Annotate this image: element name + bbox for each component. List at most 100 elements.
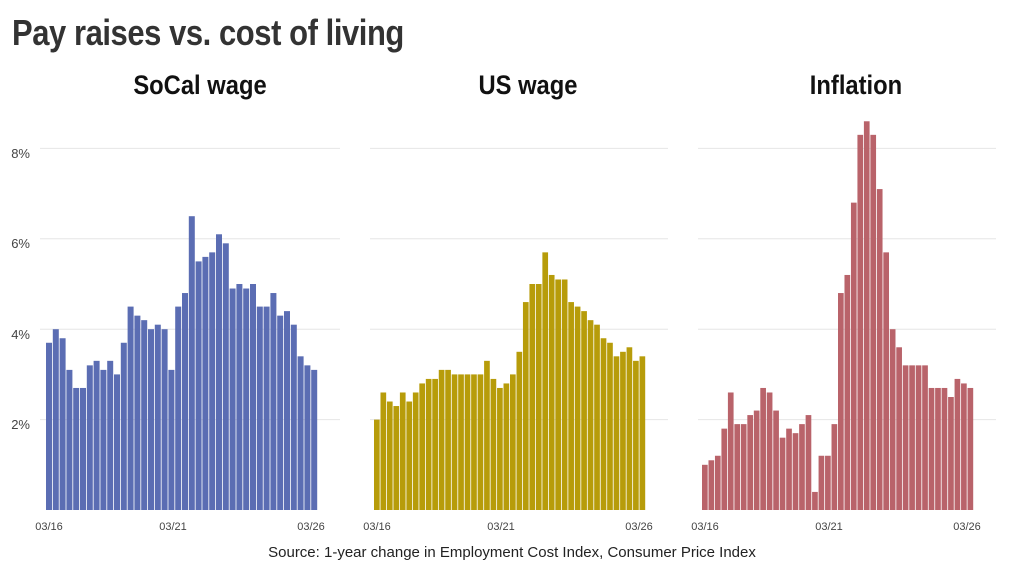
bar-socal-21 xyxy=(188,216,195,510)
bar-inflation-17 xyxy=(812,491,818,510)
bar-us-23 xyxy=(522,302,529,510)
bar-us-38 xyxy=(620,351,626,510)
bar-socal-28 xyxy=(236,284,243,510)
bar-socal-5 xyxy=(80,387,86,510)
bar-inflation-40 xyxy=(961,383,967,510)
bar-inflation-4 xyxy=(727,392,734,510)
bar-socal-9 xyxy=(107,360,114,510)
bar-socal-12 xyxy=(127,306,134,510)
bar-us-11 xyxy=(445,369,451,510)
bar-us-0 xyxy=(374,419,380,510)
bar-inflation-12 xyxy=(779,437,786,510)
bar-inflation-35 xyxy=(928,387,935,510)
bar-us-14 xyxy=(464,374,471,510)
bar-inflation-31 xyxy=(902,365,909,510)
bar-inflation-1 xyxy=(708,460,715,510)
bar-inflation-36 xyxy=(935,387,941,510)
bar-socal-27 xyxy=(229,288,236,510)
bar-socal-37 xyxy=(297,356,304,510)
bar-us-26 xyxy=(542,252,549,511)
bar-inflation-21 xyxy=(838,293,844,510)
bar-socal-11 xyxy=(120,342,127,510)
bar-inflation-27 xyxy=(876,189,883,510)
x-tick-label: 03/16 xyxy=(363,521,391,533)
x-tick-label: 03/26 xyxy=(625,521,653,533)
bar-us-20 xyxy=(503,383,510,510)
bar-us-8 xyxy=(425,378,432,510)
bar-inflation-10 xyxy=(766,392,773,510)
bar-socal-33 xyxy=(270,293,277,510)
chart-main-title: Pay raises vs. cost of living xyxy=(12,12,404,53)
bar-socal-4 xyxy=(73,387,80,510)
panel-title-inflation: Inflation xyxy=(809,70,903,100)
bar-us-36 xyxy=(607,342,613,510)
bar-inflation-28 xyxy=(883,252,890,511)
bar-inflation-23 xyxy=(850,202,857,510)
bar-socal-15 xyxy=(148,329,154,510)
x-tick-label: 03/26 xyxy=(297,521,325,533)
bar-us-15 xyxy=(471,374,477,510)
bar-us-29 xyxy=(561,279,568,510)
x-tick-label: 03/21 xyxy=(815,521,843,533)
bar-inflation-2 xyxy=(714,455,721,510)
bar-socal-25 xyxy=(216,234,222,510)
bar-us-4 xyxy=(399,392,406,510)
bar-socal-30 xyxy=(250,284,256,510)
bar-inflation-14 xyxy=(792,433,799,510)
bar-socal-23 xyxy=(202,256,209,510)
bar-inflation-29 xyxy=(889,329,896,510)
bar-us-7 xyxy=(419,383,426,510)
panel-socal: 03/16 03/21 03/26 xyxy=(35,147,340,533)
bar-inflation-37 xyxy=(941,387,948,510)
bar-socal-13 xyxy=(134,315,141,510)
bar-socal-8 xyxy=(100,369,107,510)
bar-inflation-18 xyxy=(818,455,825,510)
bar-us-35 xyxy=(600,338,607,510)
bar-socal-39 xyxy=(311,369,318,510)
x-tick-label: 03/26 xyxy=(953,521,981,533)
bar-us-21 xyxy=(510,374,516,510)
bar-us-30 xyxy=(568,302,574,510)
x-tick-label: 03/21 xyxy=(487,521,515,533)
y-tick-label-8: 8% xyxy=(11,146,30,161)
bar-us-10 xyxy=(438,369,445,510)
bar-socal-7 xyxy=(93,360,100,510)
bar-us-22 xyxy=(516,351,523,510)
bar-us-19 xyxy=(497,387,503,510)
bar-socal-36 xyxy=(290,324,297,510)
bar-inflation-38 xyxy=(948,397,954,510)
y-tick-label-2: 2% xyxy=(11,417,30,432)
bar-socal-19 xyxy=(175,306,182,510)
bar-inflation-24 xyxy=(857,134,864,510)
bar-socal-1 xyxy=(52,329,59,510)
bar-inflation-7 xyxy=(747,415,754,510)
bar-us-37 xyxy=(613,356,620,510)
bar-us-12 xyxy=(451,374,458,510)
bar-us-17 xyxy=(484,360,490,510)
bar-socal-38 xyxy=(304,365,311,510)
bar-inflation-19 xyxy=(825,455,831,510)
bar-us-41 xyxy=(639,356,646,510)
bar-us-40 xyxy=(633,360,639,510)
bar-us-39 xyxy=(626,347,633,510)
bar-socal-31 xyxy=(256,306,263,510)
bar-inflation-15 xyxy=(799,424,805,510)
bar-inflation-6 xyxy=(740,424,747,510)
y-tick-label-6: 6% xyxy=(11,236,30,251)
bar-inflation-3 xyxy=(721,428,728,510)
bar-socal-0 xyxy=(46,342,52,510)
bar-inflation-9 xyxy=(760,387,766,510)
bar-inflation-13 xyxy=(786,428,792,510)
bar-socal-2 xyxy=(59,338,66,510)
source-note: Source: 1-year change in Employment Cost… xyxy=(268,544,756,561)
small-multiples-chart: 03/16 03/21 03/26 03/16 03/21 03/26 03/16 03/21… xyxy=(35,121,996,533)
bar-us-3 xyxy=(393,406,400,510)
bar-socal-16 xyxy=(154,324,161,510)
bar-inflation-22 xyxy=(844,274,851,510)
bar-socal-32 xyxy=(263,306,270,510)
bar-inflation-5 xyxy=(734,424,741,510)
bar-us-6 xyxy=(412,392,419,510)
bar-inflation-26 xyxy=(870,134,877,510)
panel-title-socal-wage: SoCal wage xyxy=(133,70,267,100)
x-tick-label: 03/21 xyxy=(159,521,187,533)
